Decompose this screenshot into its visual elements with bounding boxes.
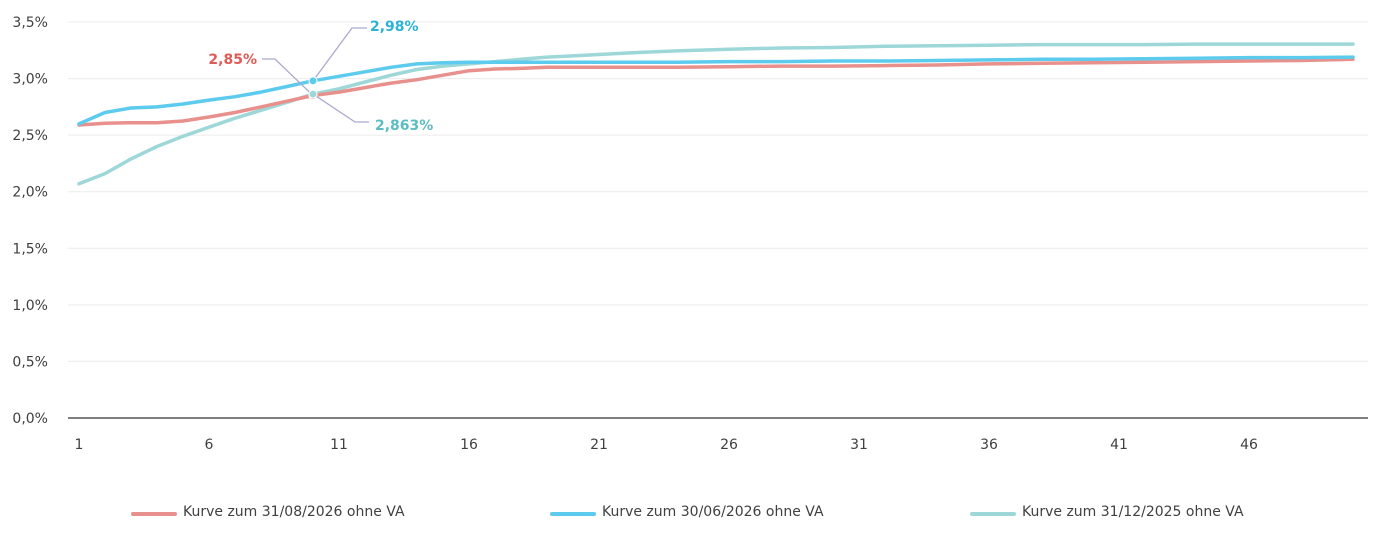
x-tick-label: 36 <box>980 437 998 453</box>
annotation-leader-line <box>262 58 314 97</box>
series-line <box>77 42 1355 186</box>
legend-item[interactable]: Kurve zum 31/12/2025 ohne VA <box>970 504 1244 520</box>
legend-label: Kurve zum 31/08/2026 ohne VA <box>183 504 405 520</box>
annotation-leader-line <box>312 93 369 123</box>
x-axis-tick-labels: 1 6 11 16 21 26 31 36 41 46 <box>75 437 1258 453</box>
y-tick-label: 1,0% <box>12 298 48 314</box>
x-tick-label: 46 <box>1240 437 1258 453</box>
y-tick-label: 0,5% <box>12 354 48 370</box>
legend-item[interactable]: Kurve zum 30/06/2026 ohne VA <box>550 504 824 520</box>
annotations: 2,98% 2,85% 2,863% <box>208 19 433 134</box>
y-tick-label: 0,0% <box>12 411 48 427</box>
x-tick-label: 26 <box>720 437 738 453</box>
data-label: 2,85% <box>208 52 257 68</box>
x-tick-label: 16 <box>460 437 478 453</box>
x-tick-label: 21 <box>590 437 608 453</box>
y-tick-label: 3,0% <box>12 72 48 88</box>
x-tick-label: 1 <box>75 437 84 453</box>
series-line <box>77 55 1355 126</box>
y-tick-label: 1,5% <box>12 241 48 257</box>
y-tick-label: 2,5% <box>12 128 48 144</box>
y-axis-tick-labels: 0,0% 0,5% 1,0% 1,5% 2,0% 2,5% 3,0% 3,5% <box>12 15 48 427</box>
legend-label: Kurve zum 31/12/2025 ohne VA <box>1022 504 1244 520</box>
x-tick-label: 6 <box>205 437 214 453</box>
x-tick-label: 11 <box>330 437 348 453</box>
y-tick-label: 3,5% <box>12 15 48 31</box>
annotation-leader-line <box>312 27 367 82</box>
data-point-marker <box>308 89 318 99</box>
y-tick-label: 2,0% <box>12 185 48 201</box>
legend-label: Kurve zum 30/06/2026 ohne VA <box>602 504 824 520</box>
x-tick-label: 41 <box>1110 437 1128 453</box>
data-label: 2,98% <box>370 19 419 35</box>
legend-item[interactable]: Kurve zum 31/08/2026 ohne VA <box>131 504 405 520</box>
data-point-marker <box>308 76 318 86</box>
x-tick-label: 31 <box>850 437 868 453</box>
data-label: 2,863% <box>375 118 433 134</box>
legend[interactable]: Kurve zum 31/08/2026 ohne VA Kurve zum 30… <box>131 504 1244 520</box>
series-line <box>77 57 1355 127</box>
gridlines <box>68 21 1368 362</box>
series-lines <box>77 42 1355 186</box>
